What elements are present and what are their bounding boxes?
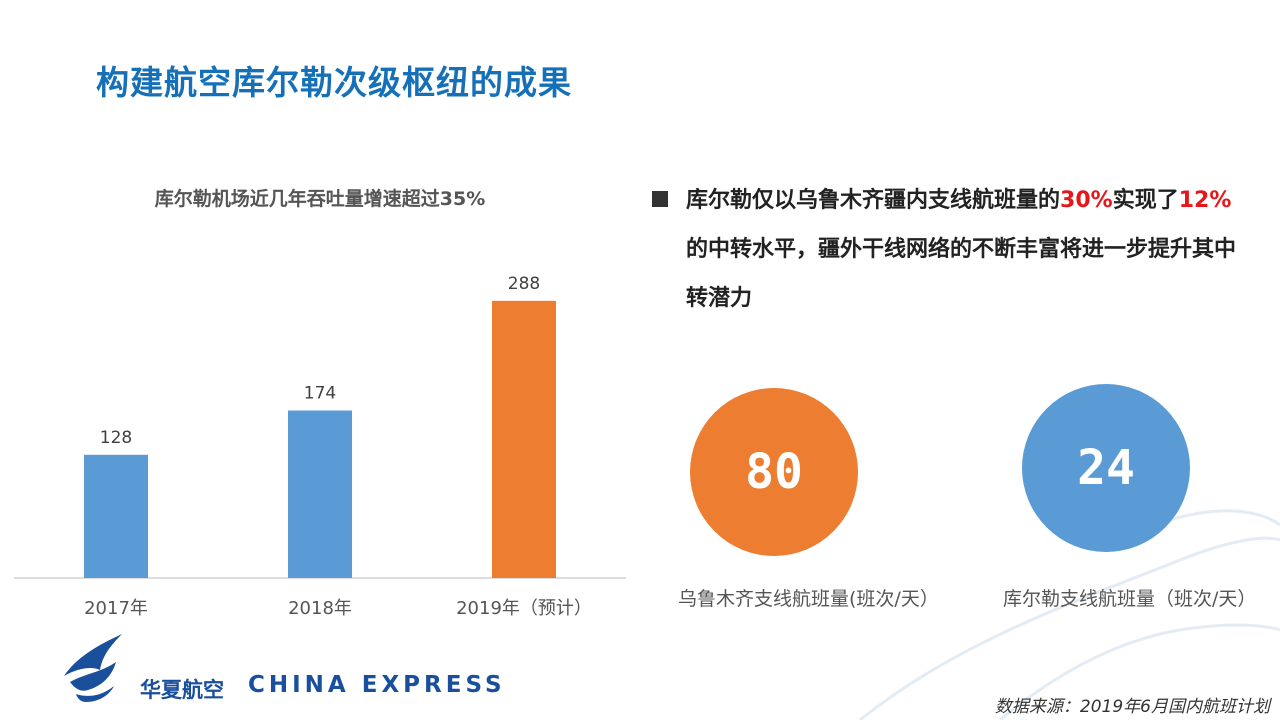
data-source-note: 数据来源：2019年6月国内航班计划 [994, 697, 1270, 717]
bullet-text-part1: 库尔勒仅以乌鲁木齐疆内支线航班量的 [686, 188, 1061, 213]
chart-title: 库尔勒机场近几年吞吐量增速超过35% [154, 188, 486, 210]
bird-logo-icon [64, 634, 122, 702]
page-title: 构建航空库尔勒次级枢纽的成果 [96, 63, 572, 102]
data-label-2: 288 [508, 274, 540, 294]
bullet-point: 库尔勒仅以乌鲁木齐疆内支线航班量的30%实现了12% 的中转水平，疆外干线网络的不… [652, 176, 1252, 323]
stat-circle-korla: 24 [1022, 384, 1190, 552]
stat-label-korla: 库尔勒支线航班量（班次/天） [1003, 588, 1257, 610]
data-label-0: 128 [100, 428, 132, 448]
logo-english-text: CHINA EXPRESS [248, 672, 506, 698]
bullet-text-part3: 的中转水平，疆外干线网络的不断丰富将进一步提升其中转潜力 [686, 237, 1237, 311]
highlight-30-percent: 30% [1060, 188, 1113, 213]
category-label-2: 2019年（预计） [456, 598, 592, 619]
data-label-1: 174 [304, 384, 336, 404]
logo-chinese-text: 华夏航空 [140, 678, 224, 702]
category-label-0: 2017年 [84, 598, 148, 619]
bullet-text-part2: 实现了 [1112, 188, 1179, 213]
bar-1 [288, 410, 352, 578]
bar-0 [84, 454, 148, 578]
bullet-text: 库尔勒仅以乌鲁木齐疆内支线航班量的30%实现了12% 的中转水平，疆外干线网络的不… [652, 176, 1252, 323]
bar-chart: 128 2017年 174 2018年 288 2019年（预计） [14, 274, 626, 619]
stat-label-urumqi: 乌鲁木齐支线航班量(班次/天） [678, 588, 939, 610]
stat-circle-urumqi: 80 [690, 388, 858, 556]
highlight-12-percent: 12% [1178, 188, 1232, 213]
bar-2 [492, 300, 556, 578]
category-label-1: 2018年 [288, 598, 352, 619]
bullet-square-icon [652, 191, 668, 207]
